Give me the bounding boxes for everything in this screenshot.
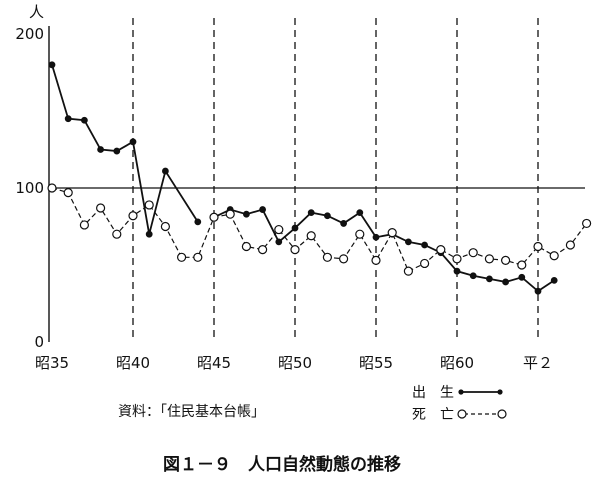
birth-point [405,238,412,246]
death-point [63,188,73,198]
birth-point [97,146,104,153]
death-point [355,229,365,239]
birth-point [113,147,121,155]
death-point [128,211,138,221]
chart-grid [132,18,539,342]
death-point [371,255,381,265]
birth-point [534,287,542,295]
birth-point [242,210,250,218]
birth-point [80,116,88,124]
death-point [306,231,316,241]
legend-label-death: 死 亡 [412,407,454,423]
death-point [290,245,300,255]
chart-axes [48,26,585,342]
birth-point [340,220,348,227]
death-point [79,220,90,230]
death-point [225,209,235,219]
birth-point [129,138,137,146]
x-tick-label: 昭45 [197,354,231,372]
death-point [112,229,122,239]
birth-point [518,273,526,281]
birth-point [421,241,429,249]
birth-point [291,224,299,232]
birth-line [51,64,199,235]
death-point [241,241,251,252]
x-tick-label: 昭55 [359,354,393,372]
chart-tick-labels: 0 100 200 昭35 昭40 昭45 昭50 昭55 昭60 平２ [15,25,553,372]
death-point [565,240,576,250]
y-tick-label: 100 [15,179,44,197]
birth-point [324,212,331,220]
death-point [258,245,268,255]
x-tick-label: 昭60 [440,354,474,372]
source-note: 資料：「住民基本台帳」 [118,403,265,420]
death-point [436,245,446,255]
x-tick-label: 昭40 [116,354,150,372]
x-tick-label: 昭50 [278,354,312,372]
death-point [501,255,511,265]
legend-marker-birth [497,389,503,395]
death-point [549,251,559,261]
death-point [533,241,543,252]
death-point [339,254,349,264]
birth-point [145,230,153,238]
birth-point [194,218,202,226]
death-point [387,228,397,238]
death-point [581,218,592,229]
birth-point [550,277,558,284]
birth-point [356,209,364,217]
chart-legend: 出 生死 亡 [412,385,507,423]
y-tick-label: 0 [34,333,44,351]
birth-point [486,275,493,283]
birth-line [213,208,555,293]
legend-marker-death [497,409,507,419]
death-line [51,187,588,272]
y-tick-label: 200 [15,25,44,43]
death-point [95,203,106,213]
x-tick-label: 昭35 [35,354,69,372]
death-point [484,254,494,264]
figure-title: 図１－９ 人口自然動態の推移 [163,454,401,475]
death-point [452,254,462,264]
death-point [160,221,170,232]
death-point [177,252,187,262]
birth-point [469,272,477,280]
birth-point [48,61,56,69]
death-point [209,212,219,222]
legend-label-birth: 出 生 [412,385,454,401]
birth-point [161,167,169,175]
death-point [420,258,430,269]
death-point [517,260,527,270]
birth-point [502,278,510,286]
birth-point [372,233,380,241]
y-axis-label: 人 [29,3,44,21]
death-point [274,224,284,235]
death-point [403,266,413,276]
x-tick-label: 平２ [523,354,553,372]
death-point [322,252,332,262]
death-point [468,248,478,258]
legend-marker-death [457,409,467,419]
death-point [47,183,57,193]
birth-point [453,267,461,275]
birth-point [307,209,315,217]
birth-point [64,115,72,123]
death-point [144,200,154,210]
birth-point [275,238,283,246]
legend-marker-birth [458,389,464,395]
death-point [193,252,203,262]
birth-point [259,206,267,213]
chart-series [47,61,592,295]
